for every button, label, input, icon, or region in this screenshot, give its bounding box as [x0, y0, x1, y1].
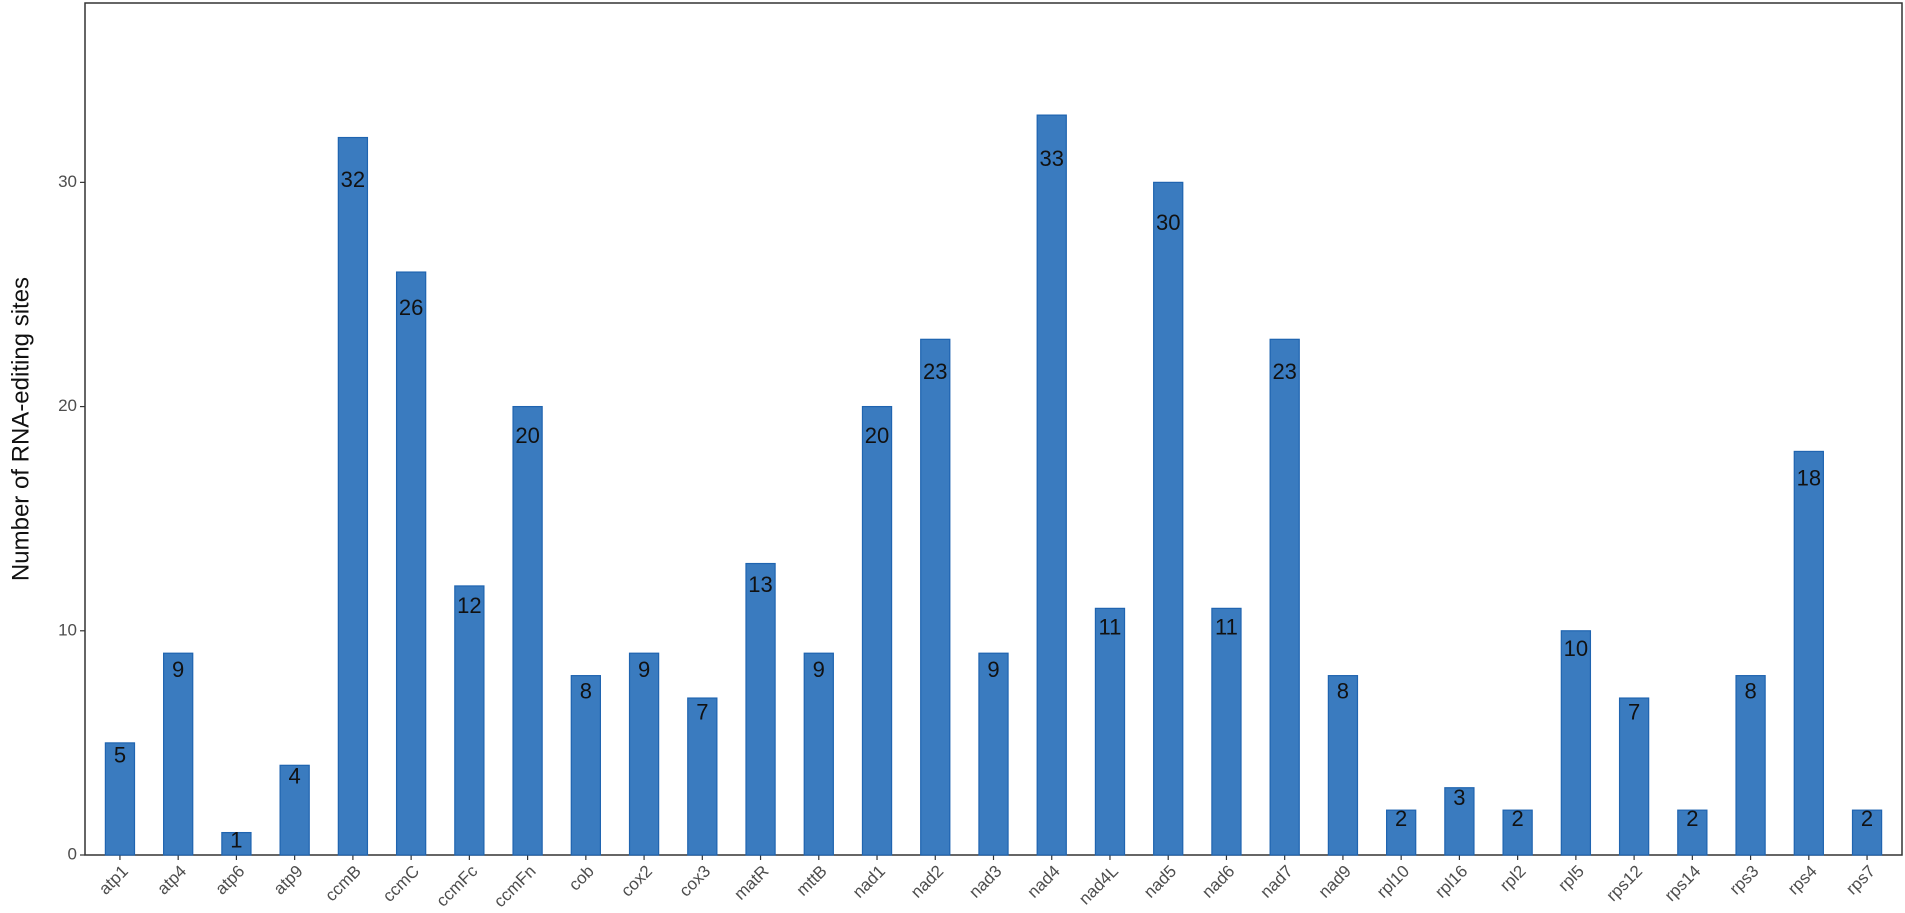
- value-label: 8: [580, 678, 592, 703]
- bar: [221, 831, 252, 856]
- x-tick-label: atp9: [270, 862, 307, 899]
- value-label: 10: [1564, 636, 1588, 661]
- x-tick-label: rpl5: [1554, 862, 1587, 895]
- value-label: 2: [1686, 806, 1698, 831]
- bar: [337, 136, 369, 856]
- value-label: 2: [1512, 806, 1524, 831]
- bar: [1211, 607, 1242, 856]
- x-tick-label: nad2: [907, 862, 947, 902]
- value-label: 32: [341, 167, 365, 192]
- value-label: 11: [1215, 615, 1238, 640]
- y-tick-label: 20: [58, 396, 77, 415]
- x-tick-label: nad4L: [1075, 862, 1122, 909]
- value-label: 9: [987, 657, 999, 682]
- bar: [279, 764, 310, 856]
- bar: [395, 271, 427, 856]
- x-tick-label: rpl16: [1431, 862, 1471, 902]
- bar: [1036, 114, 1067, 856]
- x-tick-label: atp4: [153, 862, 190, 899]
- bar: [1269, 338, 1300, 856]
- value-label: 9: [638, 657, 650, 682]
- bar: [1386, 809, 1417, 856]
- bar: [745, 562, 776, 856]
- x-tick-label: rps4: [1784, 862, 1821, 899]
- value-label: 12: [457, 593, 481, 618]
- x-tick-label: atp6: [212, 862, 249, 899]
- bar: [1851, 809, 1883, 856]
- value-label: 26: [399, 295, 423, 320]
- value-label: 5: [114, 742, 126, 767]
- x-tick-label: ccmFc: [433, 861, 482, 910]
- value-label: 9: [813, 657, 825, 682]
- bar: [861, 405, 893, 856]
- bar: [163, 652, 194, 856]
- bar: [687, 697, 718, 856]
- x-tick-label: nad6: [1198, 862, 1238, 902]
- y-axis-label: Number of RNA-editing sites: [7, 277, 34, 581]
- bar: [512, 405, 543, 856]
- bar: [978, 652, 1009, 856]
- value-label: 3: [1453, 785, 1465, 810]
- value-label: 4: [289, 764, 301, 789]
- value-label: 30: [1156, 210, 1180, 235]
- x-tick-label: nad4: [1024, 862, 1064, 902]
- bar: [920, 338, 951, 856]
- bar: [803, 652, 834, 856]
- bar: [104, 742, 136, 856]
- bar: [1094, 607, 1126, 856]
- bar: [1618, 697, 1650, 856]
- bar: [454, 585, 485, 856]
- value-label: 2: [1395, 806, 1407, 831]
- x-tick-label: cob: [565, 862, 598, 895]
- value-label: 13: [748, 572, 772, 597]
- value-label: 23: [923, 359, 947, 384]
- value-label: 11: [1099, 615, 1122, 640]
- bar: [1677, 809, 1708, 856]
- x-tick-label: ccmB: [321, 862, 364, 905]
- value-label: 9: [172, 657, 184, 682]
- x-tick-label: cox3: [675, 862, 714, 901]
- value-label: 20: [865, 423, 889, 448]
- bar: [1444, 787, 1475, 856]
- x-tick-label: atp1: [95, 862, 132, 899]
- bar: [1793, 450, 1824, 856]
- x-tick-label: ccmC: [379, 862, 423, 906]
- value-label: 8: [1744, 678, 1756, 703]
- x-tick-label: rps12: [1603, 862, 1647, 906]
- x-tick-label: rpl2: [1496, 862, 1529, 895]
- value-label: 23: [1272, 359, 1296, 384]
- x-tick-label: rps14: [1661, 862, 1705, 906]
- bar: [1560, 630, 1592, 856]
- value-label: 2: [1861, 806, 1873, 831]
- value-label: 20: [515, 423, 539, 448]
- x-tick-label: nad5: [1140, 862, 1180, 902]
- value-label: 7: [1628, 700, 1640, 725]
- bar: [570, 675, 601, 856]
- x-tick-label: cox2: [617, 862, 656, 901]
- bar: [1153, 181, 1184, 856]
- bar: [1735, 675, 1766, 856]
- y-tick-label: 30: [58, 172, 77, 191]
- x-tick-label: ccmFn: [490, 862, 539, 911]
- y-tick-label: 10: [58, 620, 77, 639]
- x-tick-label: mttB: [793, 862, 831, 900]
- x-tick-label: nad1: [849, 862, 889, 902]
- x-tick-label: nad3: [965, 862, 1005, 902]
- value-label: 1: [230, 828, 242, 853]
- value-label: 7: [696, 700, 708, 725]
- x-tick-label: rps3: [1726, 862, 1763, 899]
- value-label: 8: [1337, 678, 1349, 703]
- bar: [1327, 675, 1359, 856]
- x-tick-label: rpl10: [1373, 862, 1413, 902]
- value-label: 18: [1797, 465, 1821, 490]
- y-tick-label: 0: [68, 844, 77, 863]
- bar: [1502, 809, 1533, 856]
- value-label: 33: [1039, 146, 1063, 171]
- x-tick-label: matR: [730, 862, 772, 904]
- x-tick-label: nad9: [1315, 862, 1355, 902]
- bar: [628, 652, 660, 856]
- x-tick-label: nad7: [1257, 862, 1297, 902]
- x-tick-label: rps7: [1842, 862, 1879, 899]
